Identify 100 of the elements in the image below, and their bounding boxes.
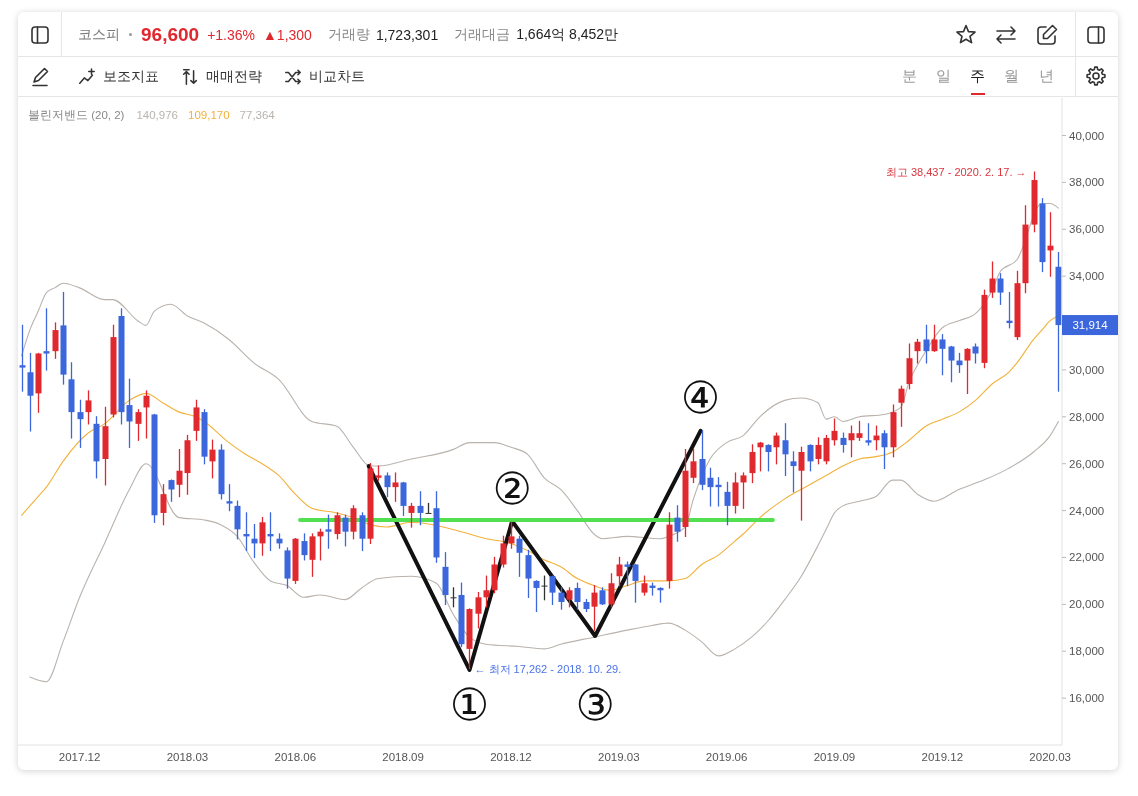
text: 년: [1038, 66, 1054, 86]
candlestick: [85, 390, 92, 425]
candlestick: [848, 425, 855, 458]
candlestick: [790, 451, 797, 493]
data-label: ④: [680, 373, 721, 423]
candlestick: [807, 444, 814, 472]
candlestick: [707, 467, 714, 507]
candlestick: [749, 444, 756, 484]
candlestick: [342, 514, 349, 547]
candlestick: [193, 399, 200, 441]
annotation: ← 최저 17,262 - 2018. 10. 29.: [474, 662, 622, 675]
candlestick: [931, 324, 938, 352]
candlestick: [558, 587, 565, 610]
x-tick-label: 2019.03: [598, 751, 640, 763]
candlestick: [301, 533, 308, 561]
candlestick: [632, 563, 639, 603]
text: 96,600: [141, 23, 200, 46]
y-tick-label: 16,000: [1069, 692, 1105, 705]
candlestick: [674, 505, 681, 542]
candlestick: [43, 308, 50, 371]
line-series: [21, 202, 1059, 540]
candlestick: [989, 261, 996, 298]
candlestick: [690, 448, 697, 484]
candlestick: [939, 334, 946, 376]
candlestick: [948, 345, 955, 383]
candlestick: [533, 580, 540, 613]
candlestick: [641, 575, 648, 596]
text: 주: [970, 66, 986, 86]
candlestick: [724, 481, 731, 526]
candlestick: [765, 444, 772, 472]
x-tick-label: 2019.12: [921, 751, 964, 763]
annotation: 77,364: [239, 108, 275, 123]
candlestick: [525, 549, 532, 598]
candlestick: [773, 432, 780, 465]
candlestick: [815, 437, 822, 465]
x-tick-label: 2019.06: [705, 751, 748, 763]
candlestick: [392, 472, 399, 502]
y-tick-label: 22,000: [1069, 551, 1105, 564]
candlestick: [483, 575, 490, 608]
candlestick: [408, 502, 415, 528]
candlestick: [964, 348, 971, 395]
candlestick: [234, 500, 241, 540]
candlestick: [516, 535, 523, 577]
candlestick: [549, 575, 556, 605]
y-tick-label: 24,000: [1069, 504, 1105, 517]
data-label: ②: [492, 463, 532, 513]
candlestick: [881, 430, 888, 470]
y-tick-label: 40,000: [1069, 129, 1105, 142]
candlestick: [840, 432, 847, 453]
candlestick: [417, 491, 424, 526]
text: 월: [1004, 66, 1020, 86]
y-tick-label: 36,000: [1069, 223, 1105, 236]
candlestick: [143, 390, 150, 439]
data-label: ③: [575, 680, 615, 730]
x-tick-label: 2018.03: [166, 751, 209, 763]
candlestick: [898, 385, 905, 427]
candlestick: [740, 472, 747, 509]
candlestick: [566, 587, 573, 608]
text: 거래대금: [454, 25, 511, 44]
candlestick: [209, 439, 216, 479]
candlestick: [591, 584, 598, 631]
candlestick: [574, 582, 581, 610]
y-tick-label: 18,000: [1069, 645, 1105, 658]
line-series: [29, 420, 1059, 683]
candlestick: [77, 399, 84, 448]
candlestick: [914, 338, 921, 364]
candlestick: [52, 322, 59, 359]
candlestick: [500, 535, 507, 568]
text: 일: [935, 66, 951, 86]
candlestick: [856, 420, 863, 441]
legend-title: 볼린저밴드 (20, 2): [28, 108, 125, 123]
candlestick: [334, 512, 341, 540]
candlestick: [350, 505, 357, 540]
candlestick: [19, 324, 26, 392]
text: 31,914: [1072, 319, 1109, 332]
candlestick: [259, 516, 266, 556]
text: 1,723,301: [375, 26, 439, 43]
candlestick: [608, 573, 615, 608]
annotation: 140,976: [136, 108, 179, 123]
candlestick: [325, 514, 332, 549]
text: 매매전략: [206, 68, 262, 86]
candlestick: [384, 472, 391, 498]
annotation: 최고 38,437 - 2020. 2. 17. →: [885, 166, 1027, 179]
x-tick-label: 2018.09: [382, 751, 424, 763]
y-tick-label: 34,000: [1069, 270, 1105, 283]
text: 보조지표: [103, 68, 159, 86]
candlestick: [450, 587, 457, 608]
x-tick-label: 2017.12: [58, 751, 101, 763]
x-tick-label: 2019.09: [813, 751, 856, 763]
candlestick: [135, 409, 142, 441]
y-tick-label: 26,000: [1069, 457, 1105, 470]
candlestick: [309, 533, 316, 577]
candlestick: [541, 575, 548, 601]
y-tick-label: 30,000: [1069, 363, 1105, 376]
candlestick: [226, 484, 233, 512]
candlestick: [400, 481, 407, 516]
candlestick: [624, 561, 631, 587]
text: 분: [901, 66, 917, 86]
candlestick: [176, 448, 183, 498]
text: +1.36%: [207, 26, 255, 43]
